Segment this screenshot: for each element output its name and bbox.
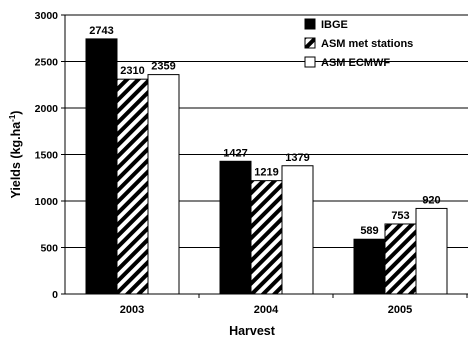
y-axis-title-suffix: ): [9, 111, 23, 115]
data-label-2004-1: 1219: [254, 167, 278, 179]
bar-2004-2: [281, 165, 314, 295]
bar-2003-0: [85, 38, 118, 295]
legend-label-2: ASM ECMWF: [321, 57, 390, 69]
bar-2004-1: [250, 180, 283, 295]
y-tick-label-0: 0: [52, 289, 58, 301]
bar-2005-1: [384, 223, 417, 295]
bar-2003-2: [147, 74, 180, 295]
data-labels: 2743 2310 2359 1427 1219 1379 589 753 920: [89, 25, 440, 237]
y-tick-label-2000: 2000: [35, 103, 59, 115]
data-label-2005-0: 589: [360, 225, 378, 237]
legend-label-0: IBGE: [321, 19, 348, 31]
data-label-2004-2: 1379: [285, 152, 309, 164]
legend-swatch-1: [304, 37, 316, 49]
x-axis-title: Harvest: [229, 324, 276, 338]
y-tick-label-500: 500: [40, 243, 58, 255]
x-tick-label-2005: 2005: [388, 304, 412, 316]
bar-2005-0: [353, 238, 386, 295]
bar-2005-2: [415, 207, 448, 295]
data-label-2003-0: 2743: [89, 25, 113, 37]
y-axis-title: Yields (kg.ha-1): [8, 111, 23, 199]
legend-label-1: ASM met stations: [321, 38, 413, 50]
data-label-2004-0: 1427: [223, 147, 247, 159]
y-tick-label-2500: 2500: [35, 57, 59, 69]
data-label-2003-1: 2310: [120, 65, 144, 77]
x-tick-label-2004: 2004: [254, 304, 279, 316]
legend-swatch-2: [304, 56, 316, 68]
y-axis-title-main: Yields (kg.ha: [9, 121, 23, 199]
legend: IBGE ASM met stations ASM ECMWF: [304, 18, 413, 69]
y-tick-label-1000: 1000: [35, 196, 59, 208]
data-label-2005-1: 753: [391, 210, 409, 222]
y-tick-label-1500: 1500: [35, 150, 59, 162]
legend-swatch-0: [304, 18, 316, 30]
bar-2004-0: [219, 160, 252, 295]
data-label-2005-2: 920: [422, 194, 440, 206]
data-label-2003-2: 2359: [151, 61, 175, 73]
y-tick-label-3000: 3000: [35, 10, 59, 22]
axes: 0 500 1000 1500 2000 2500 3000 2003 2004 2005: [35, 10, 468, 316]
x-tick-label-2003: 2003: [120, 304, 144, 316]
bar-2003-1: [116, 78, 149, 295]
y-axis-title-superscript: -1: [8, 114, 17, 122]
bars: [85, 38, 448, 295]
